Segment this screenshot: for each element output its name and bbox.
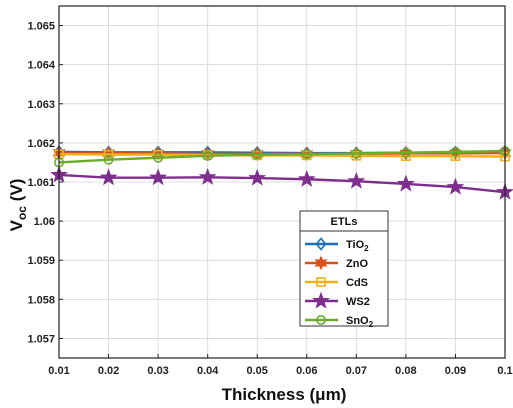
data-point-ws2 [397,174,415,192]
legend-item-cds: CdS [305,277,368,289]
legend-marker-ws2 [312,291,330,309]
y-tick-label: 1.06 [34,216,55,228]
data-point-sno2 [450,146,461,157]
y-tick-label: 1.065 [27,21,55,33]
legend-label-cds: CdS [346,277,368,289]
series-line-ws2 [58,173,506,194]
x-tick-label: 0.07 [346,365,367,377]
y-axis-title-text: Voc (V) [7,179,29,232]
legend-item-zno: ZnO [305,255,368,271]
legend-label-ws2: WS2 [346,296,370,308]
data-point-sno2 [351,148,362,159]
series-layer [50,144,513,200]
data-point-ws2 [446,177,465,195]
x-tick-label: 0.01 [48,365,69,377]
legend-label-tio2: TiO2 [346,239,369,253]
y-tick-label: 1.063 [27,99,55,111]
data-point-ws2 [198,167,217,185]
axes-box [58,5,506,359]
x-tick-label: 0.05 [247,365,268,377]
data-point-sno2 [400,147,411,158]
legend-item-tio2: TiO2 [305,237,369,253]
x-tick-label: 0.1 [497,365,512,377]
y-tick-label: 1.064 [27,60,55,72]
legend-marker-cds [316,277,326,287]
y-axis-title: Voc (V) [7,179,29,232]
tick-labels: 0.01 0.02 0.03 0.04 0.05 0.06 0.07 0.08 0.09 0.1 1… [27,21,512,377]
grid-lines [58,6,506,358]
x-tick-label: 0.09 [445,365,466,377]
x-axis-title: Thickness (μm) [222,385,347,404]
legend-label-sno2: SnO2 [346,315,374,329]
data-point-ws2 [149,168,167,186]
y-tick-label: 1.059 [27,255,55,267]
legend-label-zno: ZnO [346,258,368,270]
data-point-ws2 [297,169,316,187]
data-point-ws2 [347,171,366,189]
legend-marker-zno [314,255,328,271]
x-tick-label: 0.08 [395,365,416,377]
x-tick-label: 0.04 [197,365,219,377]
legend-item-sno2: SnO2 [305,314,374,329]
legend-box [299,210,389,327]
y-tick-label: 1.058 [27,294,55,306]
y-tick-label: 1.062 [27,138,55,150]
legend-title: ETLs [331,216,358,228]
series-line-sno2 [58,149,506,164]
series-sno2 [53,146,510,168]
legend-marker-tio2 [315,237,327,251]
x-tick-label: 0.03 [147,365,168,377]
data-point-sno2 [103,154,114,165]
data-point-sno2 [202,150,213,161]
axes [58,5,506,359]
data-point-ws2 [99,168,118,186]
series-ws2 [50,165,513,200]
data-point-sno2 [252,149,263,160]
data-point-ws2 [248,168,267,186]
data-point-sno2 [153,152,164,163]
y-tick-label: 1.057 [27,333,55,345]
legend-item-ws2: WS2 [305,291,370,309]
x-tick-label: 0.02 [98,365,119,377]
data-point-sno2 [301,149,312,160]
x-tick-label: 0.06 [296,365,317,377]
legend-marker-sno2 [315,314,326,325]
y-tick-label: 1.061 [27,177,55,189]
legend: ETLs TiO2 ZnO CdS WS2 SnO2 [299,210,389,329]
